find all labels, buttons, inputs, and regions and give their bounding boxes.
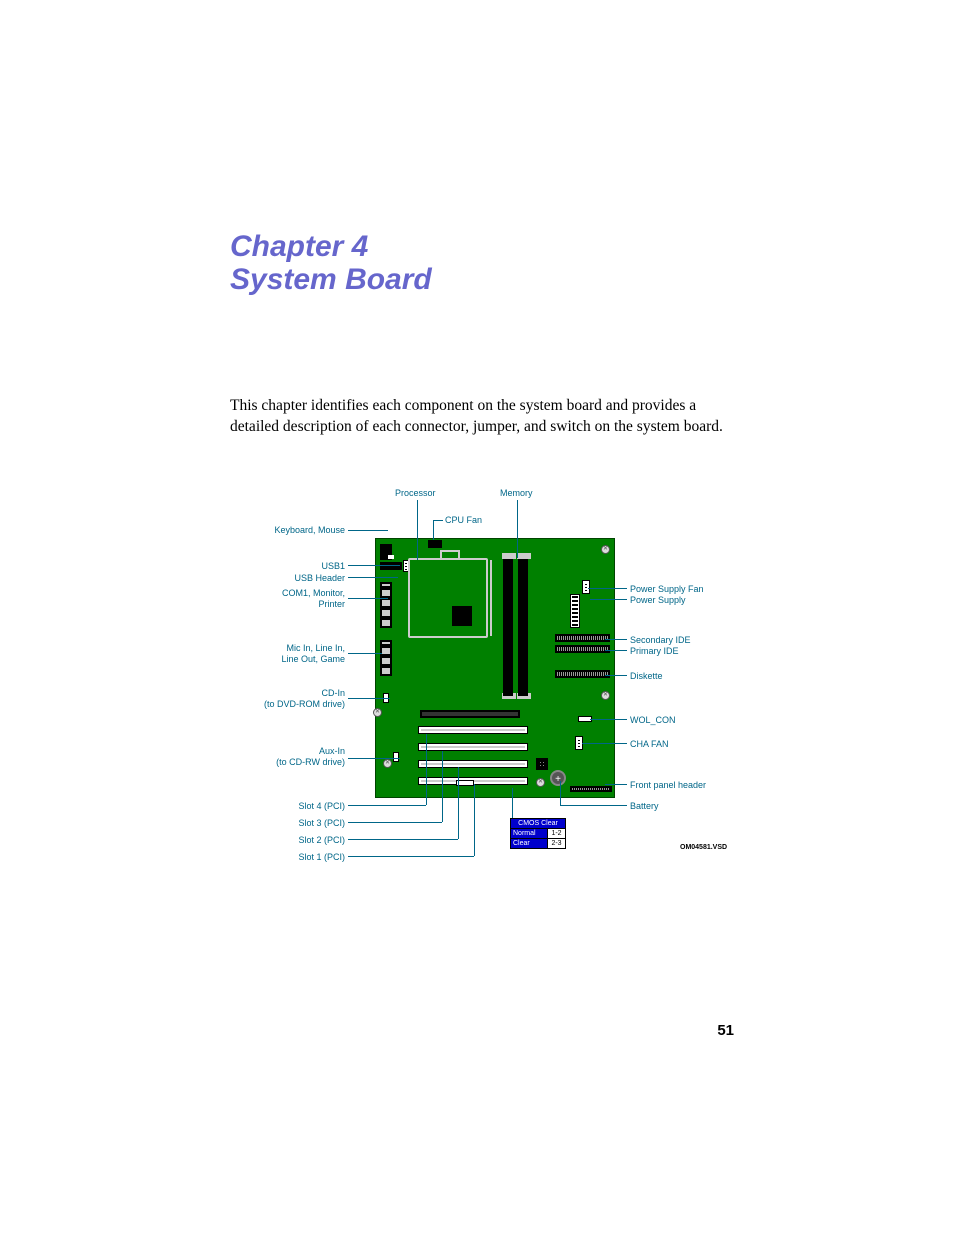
screw-hole: ✕ [601,691,610,700]
mem2 [518,556,528,696]
screw-hole: ✕ [383,759,392,768]
label-right: WOL_CON [630,715,676,726]
auxin [393,752,399,762]
cpu_socket [408,558,488,638]
cmos-clear-table: CMOS ClearNormal1-2Clear2-3 [510,818,566,849]
pci2 [418,743,528,751]
chipset [452,606,472,626]
label-memory: Memory [500,488,533,498]
label-right: Primary IDE [630,646,679,657]
label-right: Battery [630,801,659,812]
label-left: Slot 1 (PCI) [235,852,345,863]
ide1 [555,645,610,653]
mem_foot1 [503,688,513,696]
label-left: Keyboard, Mouse [235,525,345,536]
label-right: Secondary IDE [630,635,691,646]
chapter-title-text: System Board [230,263,432,296]
mem1 [503,556,513,696]
label-left: CD-In(to DVD-ROM drive) [235,688,345,710]
label-left: USB1 [235,561,345,572]
cpu_fan [428,540,442,548]
label-right: Front panel header [630,780,706,791]
label-left: COM1, Monitor,Printer [235,588,345,610]
km-detail [388,555,394,559]
cpu-lever [490,560,492,636]
ide2 [555,634,610,642]
label-cpu-fan: CPU Fan [445,515,482,525]
chapter-number: Chapter 4 [230,230,368,263]
label-right: Power Supply [630,595,686,606]
ps_fan [582,580,590,594]
label-left: Slot 4 (PCI) [235,801,345,812]
label-left: Aux-In(to CD-RW drive) [235,746,345,768]
label-left: Slot 3 (PCI) [235,818,345,829]
figure-reference: OM04581.VSD [680,844,727,851]
mem_foot2 [518,688,528,696]
pci1 [418,726,528,734]
intro-paragraph: This chapter identifies each component o… [230,396,740,438]
label-left: Slot 2 (PCI) [235,835,345,846]
fp_header [570,786,612,792]
battery: + [550,770,566,786]
diskette [555,670,610,678]
label-processor: Processor [395,488,436,498]
system-board-diagram: ✕✕✕✕✕✕+ProcessorMemoryCPU FanKeyboard, M… [230,488,740,888]
label-left: USB Header [235,573,345,584]
chapter-heading: Chapter 4 System Board [230,230,740,296]
ps [570,594,580,628]
label-left: Mic In, Line In,Line Out, Game [235,643,345,665]
agp_like [420,710,520,718]
screw-hole: ✕ [536,778,545,787]
label-right: Diskette [630,671,663,682]
screw-hole: ✕ [373,708,382,717]
label-right: Power Supply Fan [630,584,704,595]
page-number: 51 [717,1022,734,1039]
screw-hole: ✕ [601,545,610,554]
pci3 [418,760,528,768]
small_chip [536,758,548,770]
usb1 [380,562,402,570]
label-right: CHA FAN [630,739,669,750]
